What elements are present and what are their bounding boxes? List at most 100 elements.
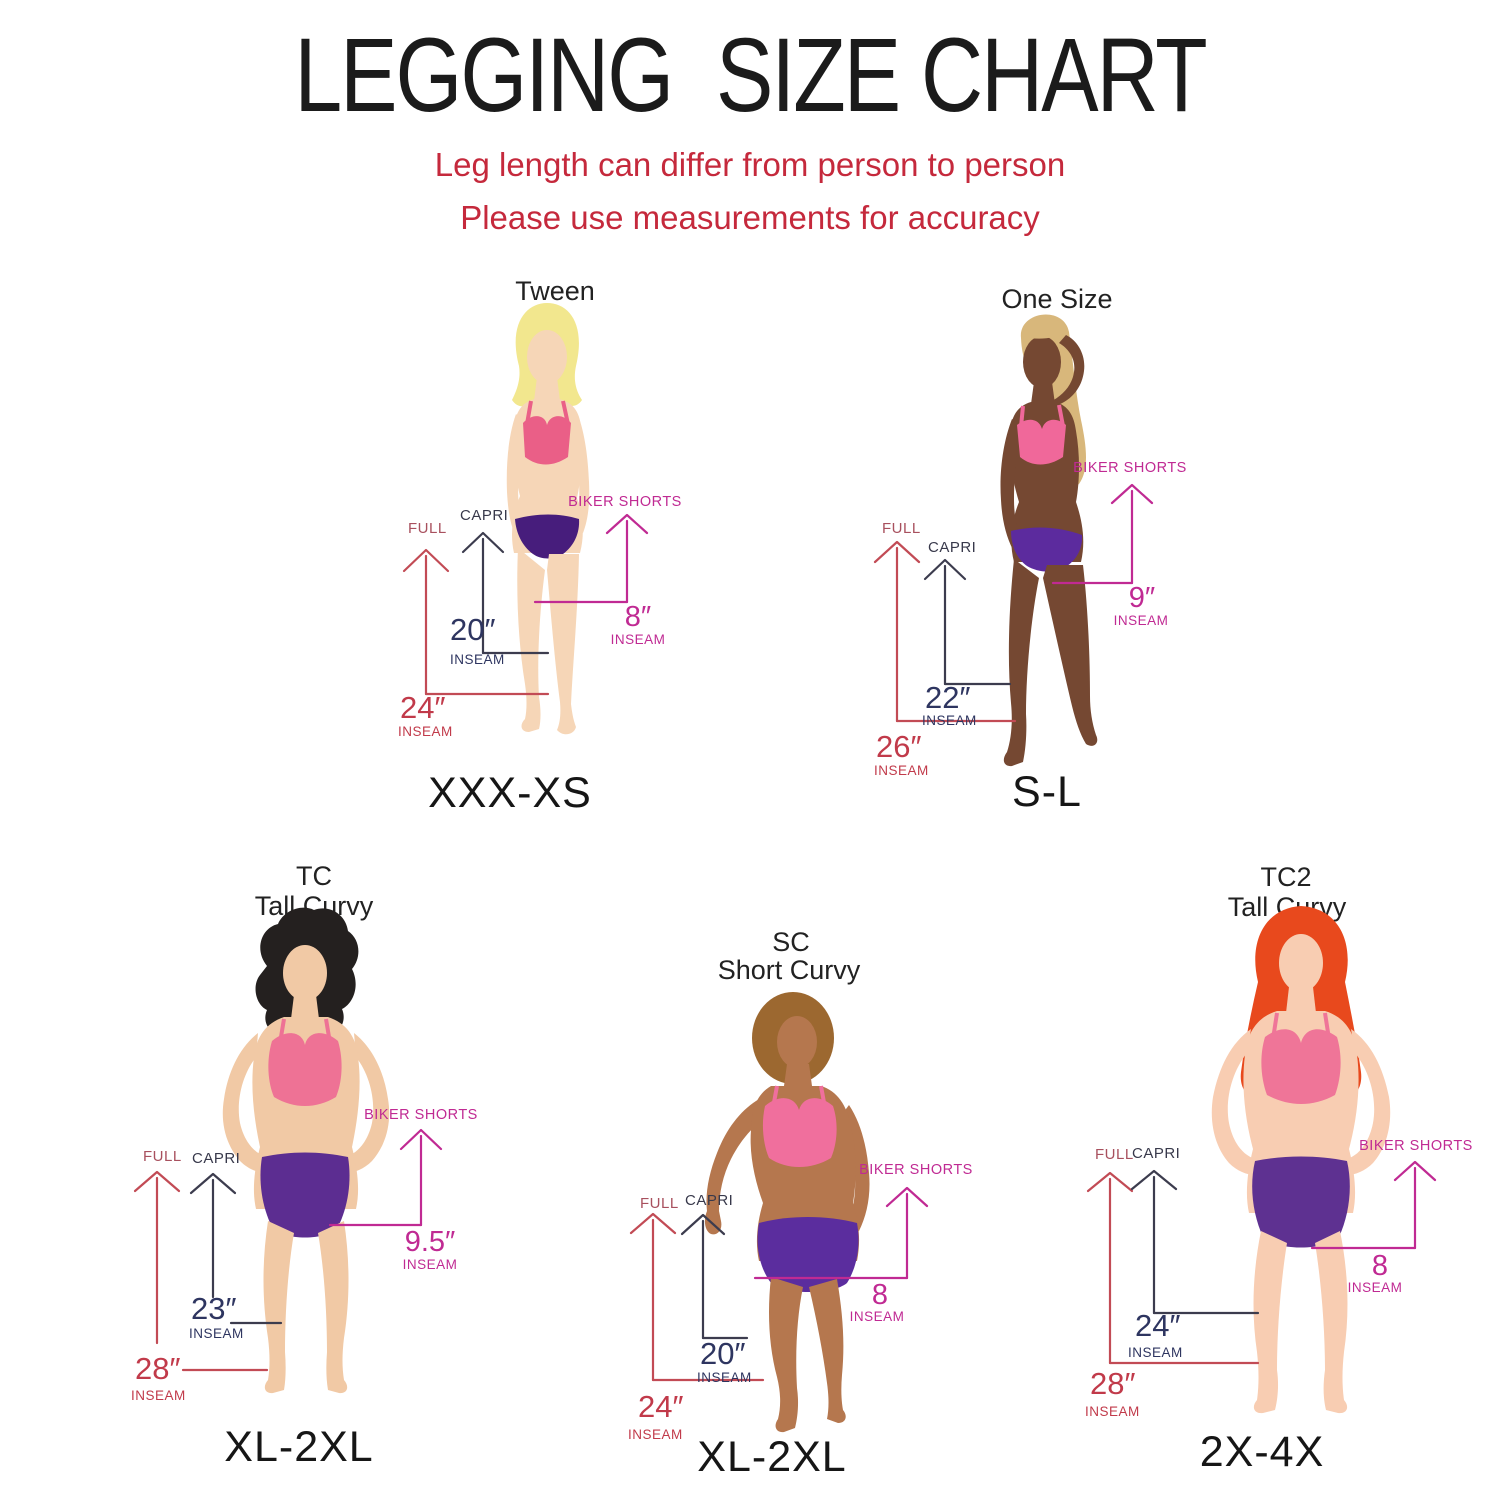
right-arm-shape: [572, 415, 590, 533]
figure-name: Tween: [515, 276, 595, 306]
arrow-head: [923, 558, 967, 581]
biker-shorts-arrow: [533, 513, 649, 604]
bra-shape: [1261, 1029, 1341, 1104]
full-inseam-value: 28″: [135, 1351, 180, 1386]
tc2-illustration: [1211, 906, 1391, 1414]
full-label: FULL: [882, 520, 921, 537]
biker-shorts-label: BIKER SHORTS: [1073, 460, 1187, 476]
full-inseam-word: INSEAM: [131, 1388, 186, 1403]
full-inseam-word: INSEAM: [628, 1427, 683, 1442]
right-arm-shape: [346, 1033, 390, 1173]
bra-shape: [762, 1098, 837, 1167]
capri-inseam-word: INSEAM: [697, 1370, 752, 1385]
bottoms-shape: [1011, 527, 1083, 572]
full-label: FULL: [640, 1195, 679, 1212]
left-leg-shape: [517, 548, 545, 732]
full-inseam-value: 26″: [876, 729, 921, 764]
arrow-head: [873, 540, 921, 564]
bottoms-shape: [515, 514, 580, 559]
arrow-head: [885, 1186, 929, 1208]
bra-shape: [268, 1033, 342, 1106]
one-size-diagram: One Size FULL 26: [873, 284, 1187, 816]
figure-card-sc: SC Short Curvy FULL: [600, 925, 1000, 1500]
face-shape: [527, 330, 567, 384]
size-range-label: XL-2XL: [224, 1423, 373, 1471]
biker-inseam-value: 8: [1372, 1250, 1388, 1282]
tc2-diagram: TC2 Tall Curvy FULL: [1085, 862, 1473, 1476]
figure-card-tc2: TC2 Tall Curvy FULL: [1060, 860, 1490, 1476]
capri-inseam-word: INSEAM: [1128, 1345, 1183, 1360]
biker-shorts-label: BIKER SHORTS: [364, 1107, 478, 1123]
left-leg-shape: [1003, 559, 1039, 767]
tc-illustration: [222, 907, 390, 1394]
capri-length-arrow: [680, 1213, 749, 1340]
arrow-head: [133, 1170, 181, 1193]
biker-shorts-arrow: [1051, 483, 1154, 585]
back-leg-shape: [809, 1279, 846, 1423]
left-arm-shape: [506, 414, 524, 532]
face-shape: [1023, 336, 1061, 388]
arrow-head: [1086, 1171, 1134, 1193]
full-inseam-word: INSEAM: [1085, 1404, 1140, 1419]
capri-inseam-value: 20″: [450, 612, 495, 647]
capri-inseam-value: 23″: [191, 1291, 236, 1326]
biker-shorts-label: BIKER SHORTS: [1359, 1138, 1473, 1154]
full-inseam-word: INSEAM: [874, 763, 929, 778]
neck-shape: [1031, 382, 1055, 404]
biker-shorts-arrow: [328, 1128, 443, 1227]
left-arm-shape: [1000, 419, 1023, 550]
right-leg-shape: [1315, 1231, 1348, 1414]
arrow-head: [1110, 483, 1154, 505]
full-length-arrow: [133, 1170, 269, 1372]
face-shape: [777, 1016, 817, 1068]
figure-name: One Size: [1001, 284, 1112, 314]
biker-inseam-value: 8: [872, 1279, 888, 1311]
biker-inseam-value: 9″: [1129, 582, 1155, 614]
bottoms-shape: [757, 1217, 859, 1292]
subtitle-line-1: Leg length can differ from person to per…: [434, 146, 1066, 183]
arrow-head: [399, 1128, 443, 1151]
right-leg-shape: [547, 554, 579, 735]
full-label: FULL: [408, 520, 447, 537]
subtitle-line-2: Please use measurements for accuracy: [460, 199, 1040, 237]
bottoms-shape: [1252, 1156, 1350, 1248]
full-length-arrow: [1086, 1171, 1260, 1365]
arrow-head: [1130, 1169, 1178, 1191]
biker-inseam-word: INSEAM: [1348, 1280, 1403, 1295]
tween-diagram: Tween FULL 24″ INSE: [398, 276, 682, 817]
capri-label: CAPRI: [460, 507, 508, 524]
size-range-label: 2X-4X: [1200, 1428, 1325, 1476]
size-range-label: XXX-XS: [428, 769, 592, 817]
capri-inseam-word: INSEAM: [189, 1326, 244, 1341]
bra-shape: [1017, 419, 1066, 465]
neck-shape: [1286, 987, 1316, 1013]
figure-name: SC: [772, 927, 810, 957]
left-arm-shape: [1211, 1029, 1255, 1175]
right-arm-shape: [1347, 1029, 1391, 1175]
arrow-head: [402, 548, 450, 573]
capri-label: CAPRI: [928, 539, 976, 556]
raised-arm-shape: [1050, 335, 1085, 406]
biker-inseam-value: 9.5″: [405, 1226, 456, 1258]
biker-shorts-label: BIKER SHORTS: [568, 494, 682, 510]
bottoms-shape: [260, 1152, 350, 1238]
tc-diagram: TC Tall Curvy FULL: [131, 861, 478, 1471]
biker-shorts-label: BIKER SHORTS: [859, 1162, 973, 1178]
front-leg-shape: [769, 1277, 803, 1433]
full-inseam-value: 24″: [638, 1389, 683, 1424]
sc-diagram: SC Short Curvy FULL: [628, 927, 973, 1481]
biker-inseam-value: 8″: [625, 601, 651, 633]
figure-name: TC2: [1260, 862, 1311, 892]
subtitle: Leg length can differ from person to per…: [0, 138, 1500, 245]
arrow-head: [680, 1213, 726, 1236]
biker-inseam-word: INSEAM: [850, 1309, 905, 1324]
size-range-label: S-L: [1012, 768, 1082, 816]
capri-inseam-word: INSEAM: [450, 652, 505, 667]
figure-card-tween: Tween FULL 24″ INSE: [380, 272, 720, 832]
full-length-arrow: [629, 1212, 765, 1382]
figure-name-line-2: Short Curvy: [718, 955, 861, 985]
figure-card-tc: TC Tall Curvy FULL: [115, 860, 495, 1475]
left-leg-shape: [1253, 1231, 1287, 1414]
capri-length-arrow: [461, 531, 550, 655]
